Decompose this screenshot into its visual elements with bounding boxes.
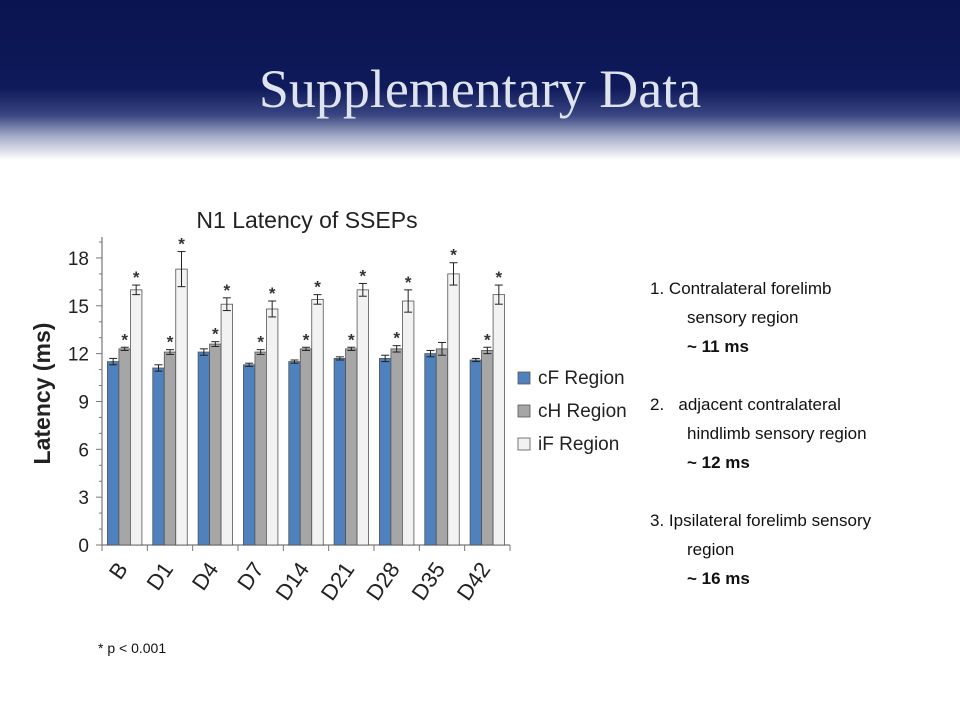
legend-swatch (517, 371, 531, 385)
significance-marker: * (178, 235, 185, 254)
note-number: 3. (650, 511, 665, 530)
y-tick-label: 18 (68, 249, 89, 270)
significance-marker: * (257, 333, 264, 352)
legend-label: cH Region (538, 401, 627, 422)
y-tick-label: 3 (78, 488, 89, 509)
y-axis-label: Latency (ms) (29, 323, 55, 465)
significance-marker: * (133, 268, 140, 287)
legend-label: cF Region (538, 368, 625, 389)
bar-cf-region (152, 367, 165, 546)
significance-marker: * (450, 246, 457, 265)
chart-container: N1 Latency of SSEPs 0 3 6 9 12 15 18 Latency (ms… (20, 195, 640, 615)
note-value: ~ 12 ms (687, 453, 750, 472)
note-text-line: region (687, 540, 735, 559)
bar-ch-region (345, 348, 358, 546)
bar-cf-region (107, 361, 120, 546)
x-tick-label: D21 (316, 558, 360, 605)
x-tick-label: D28 (361, 558, 405, 605)
y-tick-label: 12 (68, 345, 89, 366)
note-text-line: hindlimb sensory region (687, 424, 867, 443)
significance-marker: * (348, 330, 355, 349)
significance-marker: * (167, 333, 174, 352)
y-tick-label: 15 (68, 297, 89, 318)
x-tick-label: D7 (232, 558, 269, 595)
note-value: ~ 11 ms (687, 337, 749, 356)
note-item: 2. adjacent contralateral hindlimb senso… (650, 390, 955, 477)
note-number: 2. (650, 395, 665, 414)
bar-if-region (220, 303, 233, 546)
significance-marker: * (484, 330, 491, 349)
bar-ch-region (209, 343, 222, 546)
note-text-line: Contralateral forelimb (668, 279, 832, 298)
significance-marker: * (360, 266, 367, 285)
legend-label: iF Region (538, 434, 619, 455)
legend-swatch (517, 404, 531, 418)
bar-ch-region (435, 348, 449, 546)
bar-if-region (447, 273, 460, 546)
note-item: 1. Contralateral forelimb sensory region… (650, 274, 955, 361)
bar-if-region (492, 294, 505, 546)
y-tick-label: 9 (78, 392, 89, 413)
slide-title: Supplementary Data (258, 59, 702, 119)
significance-marker: * (496, 268, 503, 287)
note-value: ~ 16 ms (687, 569, 750, 588)
significance-marker: * (269, 284, 276, 303)
note-text-line: Ipsilateral forelimb sensory (668, 511, 872, 530)
bar-cf-region (243, 364, 256, 546)
significance-marker: * (393, 329, 400, 348)
significance-marker: * (405, 273, 412, 292)
y-tick-label: 0 (78, 536, 89, 557)
note-item: 3. Ipsilateral forelimb sensory region ~… (650, 506, 955, 593)
bar-cf-region (424, 353, 437, 546)
significance-marker: * (224, 281, 231, 300)
x-tick-label: D14 (270, 558, 314, 605)
bar-if-region (311, 299, 324, 546)
bar-cf-region (469, 359, 482, 546)
legend-swatch (517, 437, 531, 451)
bar-ch-region (390, 348, 403, 546)
note-number: 1. (650, 279, 665, 298)
bar-if-region (402, 300, 415, 546)
x-tick-label: D35 (406, 558, 450, 605)
y-tick-label: 6 (78, 440, 89, 461)
x-tick-label: D1 (141, 558, 178, 595)
bar-cf-region (197, 351, 210, 546)
significance-marker: * (121, 330, 128, 349)
bar-if-region (266, 308, 279, 546)
significance-marker: * (303, 330, 310, 349)
bar-ch-region (299, 348, 313, 546)
bar-if-region (356, 289, 369, 546)
significance-marker: * (314, 278, 321, 297)
bar-cf-region (288, 361, 301, 546)
note-text-line: sensory region (687, 308, 799, 327)
bar-ch-region (481, 350, 494, 546)
x-tick-label: D4 (187, 558, 224, 595)
x-tick-label: D42 (452, 558, 496, 605)
bar-cf-region (333, 358, 346, 546)
note-text-line: adjacent contralateral (678, 395, 841, 414)
notes-list: 1. Contralateral forelimb sensory region… (650, 274, 955, 622)
chart-title: N1 Latency of SSEPs (196, 207, 417, 233)
significance-footnote: * p < 0.001 (98, 640, 167, 656)
x-tick-label: B (104, 558, 133, 584)
bar-if-region (175, 268, 188, 546)
bar-ch-region (118, 348, 131, 546)
title-banner (0, 0, 960, 160)
bar-if-region (130, 289, 143, 546)
bar-ch-region (254, 351, 267, 546)
bar-cf-region (379, 358, 392, 546)
bar-ch-region (163, 351, 177, 546)
significance-marker: * (212, 325, 219, 344)
latency-bar-chart: N1 Latency of SSEPs 0 3 6 9 12 15 18 Latency (ms… (29, 207, 627, 605)
